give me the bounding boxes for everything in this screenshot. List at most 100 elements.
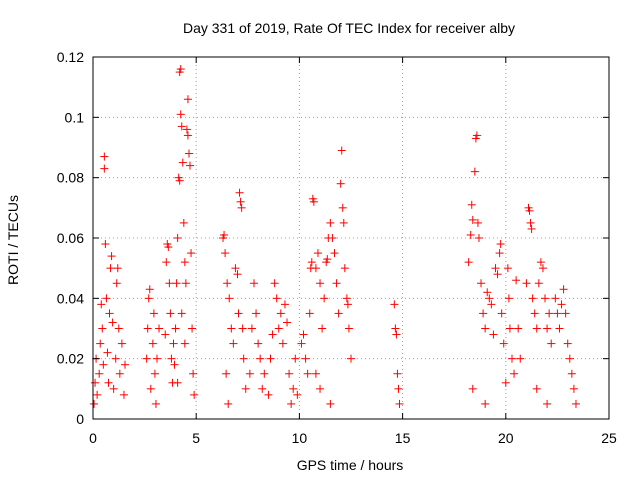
data-point <box>175 176 184 185</box>
data-point <box>264 390 273 399</box>
data-point <box>489 330 498 339</box>
data-point <box>501 378 510 387</box>
data-point <box>287 399 296 408</box>
data-point <box>326 218 335 227</box>
y-tick-label: 0.12 <box>57 49 84 65</box>
data-point <box>152 354 161 363</box>
data-point <box>394 384 403 393</box>
data-point <box>142 354 151 363</box>
data-point <box>390 300 399 309</box>
data-point <box>526 218 535 227</box>
data-point <box>470 167 479 176</box>
data-point <box>285 369 294 378</box>
data-point <box>571 399 580 408</box>
data-points <box>90 65 580 408</box>
data-point <box>395 399 404 408</box>
data-point <box>90 399 99 408</box>
data-point <box>173 234 182 242</box>
data-point <box>99 360 108 369</box>
data-point <box>235 188 244 197</box>
data-point <box>532 384 541 393</box>
data-point <box>503 264 512 273</box>
data-point <box>237 203 246 212</box>
data-point <box>101 240 110 249</box>
data-point <box>338 203 347 212</box>
data-point <box>326 399 335 408</box>
data-point <box>280 300 289 309</box>
chart-title: Day 331 of 2019, Rate Of TEC Index for r… <box>183 20 515 36</box>
data-point <box>268 330 277 339</box>
data-point <box>464 258 473 267</box>
data-point <box>510 369 519 378</box>
data-point <box>225 294 234 303</box>
data-point <box>236 197 245 206</box>
data-point <box>534 279 543 288</box>
data-point <box>272 294 281 303</box>
data-point <box>164 243 173 252</box>
data-point <box>178 158 187 167</box>
data-point <box>565 354 574 363</box>
x-tick-label: 5 <box>192 430 200 446</box>
data-point <box>472 131 481 140</box>
y-tick-label: 0.1 <box>65 109 85 125</box>
grid-lines <box>93 57 609 419</box>
data-point <box>180 258 189 267</box>
data-point <box>100 152 109 161</box>
data-point <box>307 258 316 267</box>
data-point <box>91 378 100 387</box>
data-point <box>120 360 129 369</box>
data-point <box>330 249 339 258</box>
data-point <box>563 339 572 348</box>
data-point <box>220 230 229 239</box>
data-point <box>543 324 552 333</box>
data-point <box>188 324 197 333</box>
data-point <box>514 324 523 333</box>
x-tick-label: 0 <box>89 430 97 446</box>
data-point <box>176 65 185 74</box>
y-axis-label: ROTI / TECUs <box>5 195 21 285</box>
data-point <box>527 224 536 233</box>
data-point <box>481 399 490 408</box>
data-point <box>184 149 193 158</box>
data-point <box>393 369 402 378</box>
y-tick-label: 0.06 <box>57 230 84 246</box>
data-point <box>108 318 117 327</box>
data-point <box>278 339 287 348</box>
data-point <box>166 309 175 318</box>
data-point <box>468 384 477 393</box>
data-point <box>491 264 500 273</box>
x-axis-label: GPS time / hours <box>297 457 404 473</box>
data-point <box>187 249 196 258</box>
data-point <box>318 324 327 333</box>
data-point <box>161 330 170 339</box>
data-point <box>344 324 353 333</box>
data-point <box>507 354 516 363</box>
plot-frame <box>92 56 610 420</box>
data-point <box>183 95 192 104</box>
data-point <box>522 279 531 288</box>
data-point <box>301 354 310 363</box>
x-tick-label: 10 <box>292 430 308 446</box>
data-point <box>104 378 113 387</box>
data-point <box>481 324 490 333</box>
data-point <box>504 294 513 303</box>
data-point <box>538 264 547 273</box>
data-point <box>181 279 190 288</box>
data-point <box>567 369 576 378</box>
data-point <box>495 249 504 258</box>
data-point <box>466 230 475 239</box>
data-point <box>146 384 155 393</box>
data-point <box>561 309 570 318</box>
data-point <box>238 324 247 333</box>
data-point <box>109 384 118 393</box>
data-point <box>392 330 401 339</box>
data-point <box>254 339 263 348</box>
data-point <box>536 258 545 267</box>
data-point <box>189 369 198 378</box>
data-point <box>256 354 265 363</box>
data-point <box>309 197 318 206</box>
data-point <box>149 309 158 318</box>
data-point <box>96 339 105 348</box>
data-point <box>171 324 180 333</box>
data-point <box>143 324 152 333</box>
